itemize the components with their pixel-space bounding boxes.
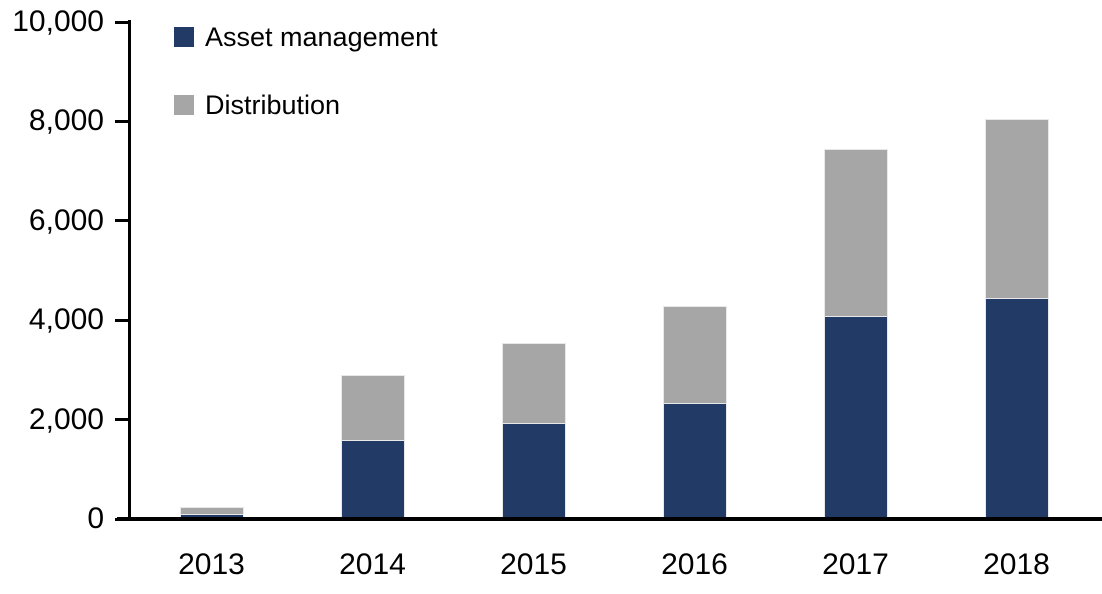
y-tick-mark xyxy=(115,119,129,123)
bar-segment-asset-management xyxy=(984,298,1049,517)
bar-segment-distribution xyxy=(340,375,405,440)
x-axis-baseline xyxy=(117,517,1102,521)
bar-segment-distribution xyxy=(501,343,566,423)
y-tick-label: 8,000 xyxy=(28,104,104,138)
legend: Asset management Distribution xyxy=(174,22,438,158)
x-tick-label: 2014 xyxy=(339,548,406,581)
legend-swatch-distribution xyxy=(174,95,194,115)
y-tick-label: 0 xyxy=(87,502,104,535)
bar-2014 xyxy=(340,375,405,517)
y-tick-label: 6,000 xyxy=(28,203,104,237)
bar-segment-asset-management xyxy=(179,513,244,517)
y-tick-label: 10,000 xyxy=(12,5,104,38)
bar-segment-asset-management xyxy=(823,315,888,517)
legend-swatch-asset-management xyxy=(174,27,194,47)
bar-2017 xyxy=(823,149,888,517)
bar-segment-asset-management xyxy=(662,402,727,517)
y-tick-mark xyxy=(115,20,129,24)
y-tick-mark xyxy=(115,418,129,422)
x-tick-label: 2016 xyxy=(661,548,728,581)
x-tick-label: 2015 xyxy=(500,548,567,581)
bar-2016 xyxy=(662,305,727,517)
bar-2013 xyxy=(179,507,244,517)
y-tick-label: 4,000 xyxy=(28,303,104,337)
bar-2015 xyxy=(501,343,566,517)
legend-item-asset-management: Asset management xyxy=(174,22,438,52)
bar-2018 xyxy=(984,119,1049,517)
legend-label: Asset management xyxy=(205,22,438,52)
bar-segment-distribution xyxy=(823,149,888,316)
bar-segment-asset-management xyxy=(340,439,405,517)
y-tick-mark xyxy=(115,219,129,223)
x-tick-label: 2018 xyxy=(983,548,1050,581)
bar-segment-distribution xyxy=(984,119,1049,299)
bar-segment-distribution xyxy=(179,507,244,514)
bar-segment-asset-management xyxy=(501,422,566,517)
x-tick-label: 2017 xyxy=(822,548,889,581)
legend-label: Distribution xyxy=(205,90,341,120)
y-axis-line xyxy=(128,20,131,521)
legend-item-distribution: Distribution xyxy=(174,90,438,120)
bar-segment-distribution xyxy=(662,305,727,403)
x-tick-label: 2013 xyxy=(178,548,245,581)
y-tick-mark xyxy=(115,318,129,322)
y-tick-label: 2,000 xyxy=(28,402,104,436)
